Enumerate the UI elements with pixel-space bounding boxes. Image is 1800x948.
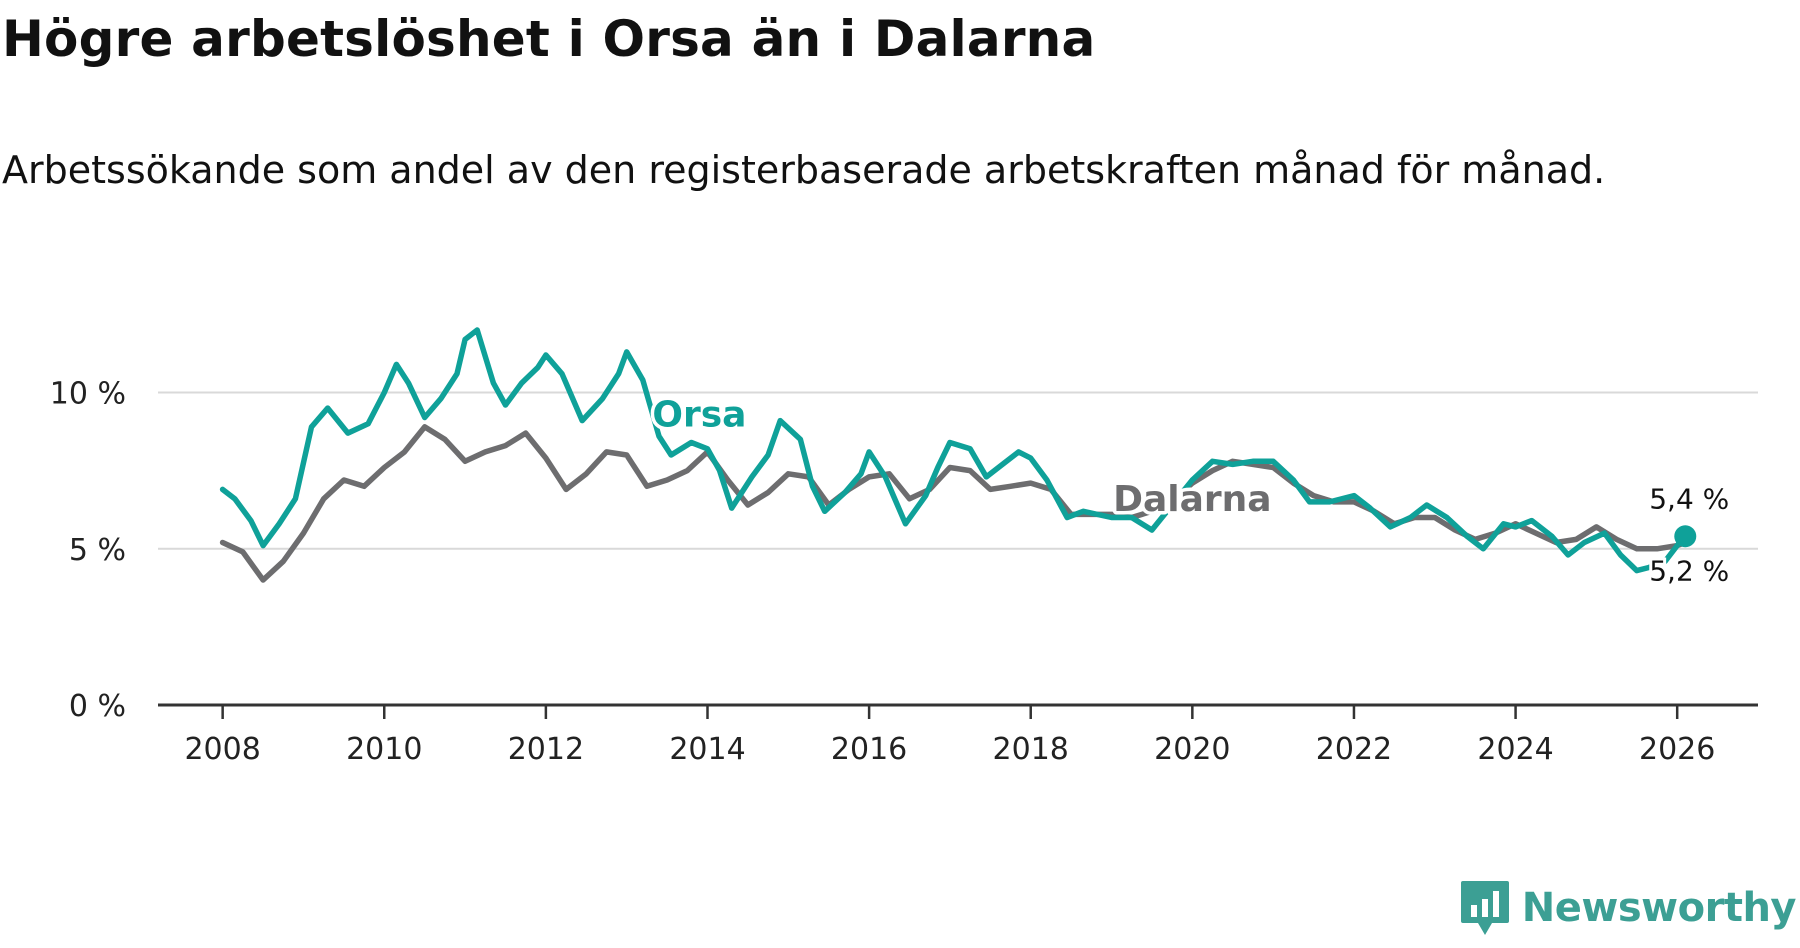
series-end-dot-orsa (1674, 525, 1697, 548)
end-value-label-dalarna: 5,2 % (1649, 555, 1729, 588)
x-tick-label: 2016 (831, 732, 907, 767)
x-tick-label: 2024 (1477, 732, 1553, 767)
x-tick-label: 2012 (508, 732, 584, 767)
x-tick-label: 2026 (1639, 732, 1715, 767)
y-tick-label: 0 % (69, 689, 126, 724)
series-label-dalarna: Dalarna (1113, 479, 1271, 520)
x-tick-label: 2022 (1316, 732, 1392, 767)
series-label-orsa: Orsa (652, 394, 746, 435)
brand-name: Newsworthy (1521, 885, 1797, 931)
chart-subtitle: Arbetssökande som andel av den registerb… (2, 148, 1606, 192)
newsworthy-logo-icon (1460, 881, 1509, 935)
x-tick-label: 2008 (184, 732, 260, 767)
newsworthy-brand: Newsworthy (1460, 878, 1797, 938)
x-tick-label: 2010 (346, 732, 422, 767)
chart-title: Högre arbetslöshet i Orsa än i Dalarna (2, 10, 1096, 68)
x-tick-label: 2020 (1154, 732, 1230, 767)
y-tick-label: 5 % (69, 533, 126, 568)
series-line-orsa (219, 327, 1689, 574)
x-tick-label: 2018 (993, 732, 1069, 767)
y-tick-label: 10 % (50, 377, 126, 412)
series-line-dalarna (219, 424, 1689, 583)
x-tick-label: 2014 (669, 732, 745, 767)
end-value-label-orsa: 5,4 % (1649, 482, 1729, 515)
